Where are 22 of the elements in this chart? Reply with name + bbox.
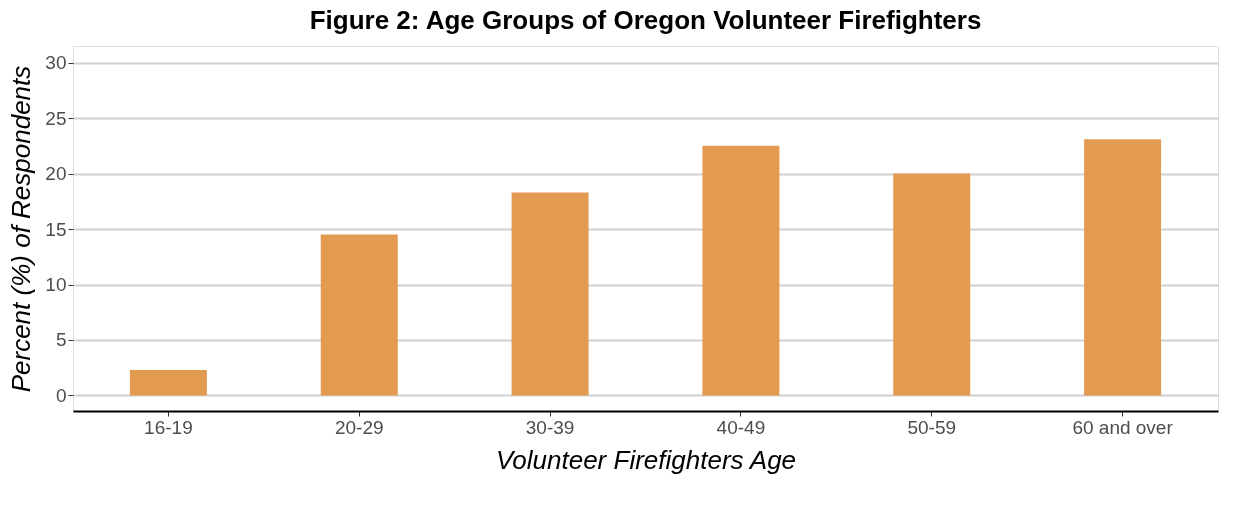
bar [129,369,207,396]
y-tick-label: 0 [55,384,67,406]
y-axis-title: Percent (%) of Respondents [6,65,37,393]
y-tick-label: 25 [45,107,67,129]
y-tick-label: 10 [45,274,67,296]
x-tick-label: 16-19 [144,416,193,438]
bar [702,145,780,396]
x-tick-label: 50-59 [907,416,957,438]
bar [511,192,589,396]
y-tick-label: 5 [55,329,67,351]
bar [893,173,971,396]
y-tick-label: 30 [45,52,67,74]
bar [320,234,398,396]
y-tick-label: 20 [45,163,67,185]
x-axis-title: Volunteer Firefighters Age [495,444,797,475]
x-tick-label: 30-39 [525,416,575,438]
x-tick-label: 60 and over [1072,416,1174,438]
y-tick-label: 15 [45,218,67,240]
chart-title: Figure 2: Age Groups of Oregon Volunteer Firefighters [309,5,982,35]
x-tick-label: 40-49 [716,416,766,438]
x-tick-label: 20-29 [334,416,384,438]
bar [1084,139,1162,396]
